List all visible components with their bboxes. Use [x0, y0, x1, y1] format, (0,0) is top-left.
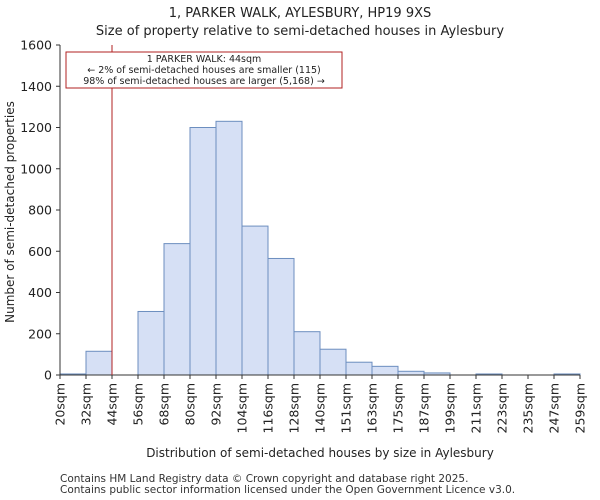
x-tick-label: 80sqm [183, 383, 198, 426]
y-axis-label: Number of semi-detached properties [3, 101, 17, 323]
x-tick-label: 56sqm [131, 383, 146, 426]
annotation-line-3: 98% of semi-detached houses are larger (… [83, 76, 325, 87]
footer-line-1: Contains HM Land Registry data © Crown c… [60, 473, 469, 485]
chart-subtitle: Size of property relative to semi-detach… [95, 24, 505, 39]
annotation-box [65, 51, 343, 89]
x-tick-label: 128sqm [287, 383, 302, 433]
x-tick-label: 104sqm [235, 383, 250, 433]
bar-68sqm [163, 243, 191, 376]
x-tick-label: 259sqm [573, 383, 588, 433]
x-tick-label: 151sqm [339, 383, 354, 433]
marker-group: 1 PARKER WALK: 44sqm← 2% of semi-detache… [65, 45, 343, 375]
bar-80sqm [189, 127, 217, 376]
x-axis-label: Distribution of semi-detached houses by … [146, 446, 494, 460]
bar-92sqm [215, 120, 243, 376]
x-tick-label: 32sqm [79, 383, 94, 426]
annotation-line-1: 1 PARKER WALK: 44sqm [147, 54, 262, 65]
bar-175sqm [397, 370, 425, 376]
y-tick-label: 600 [28, 244, 52, 259]
x-tick-label: 247sqm [547, 383, 562, 433]
bar-140sqm [319, 348, 347, 376]
y-tick-label: 1600 [20, 38, 52, 53]
y-tick-label: 1200 [20, 120, 52, 135]
bar-32sqm [85, 350, 113, 376]
x-tick-label: 235sqm [521, 383, 536, 433]
bar-56sqm [137, 310, 165, 376]
bars-group [59, 120, 581, 376]
y-tick-label: 0 [44, 368, 52, 383]
x-tick-label: 175sqm [391, 383, 406, 433]
bar-163sqm [371, 365, 399, 376]
y-tick-label: 1000 [20, 161, 52, 176]
x-tick-label: 140sqm [313, 383, 328, 433]
x-tick-label: 44sqm [105, 383, 120, 426]
x-tick-label: 187sqm [417, 383, 432, 433]
x-tick-label: 163sqm [365, 383, 380, 433]
x-tick-label: 116sqm [261, 383, 276, 433]
y-tick-label: 1400 [20, 79, 52, 94]
y-tick-label: 400 [28, 285, 52, 300]
bar-104sqm [241, 225, 269, 376]
x-tick-label: 68sqm [157, 383, 172, 426]
bar-128sqm [293, 331, 321, 376]
x-tick-label: 223sqm [495, 383, 510, 433]
x-tick-label: 211sqm [469, 383, 484, 433]
bar-116sqm [267, 257, 295, 376]
y-tick-label: 200 [28, 326, 52, 341]
footer-line-2: Contains public sector information licen… [60, 484, 516, 496]
x-tick-label: 20sqm [53, 383, 68, 426]
chart-title: 1, PARKER WALK, AYLESBURY, HP19 9XS [168, 6, 432, 21]
x-tick-label: 92sqm [209, 383, 224, 426]
bar-151sqm [345, 361, 373, 376]
x-tick-label: 199sqm [443, 383, 458, 433]
y-tick-label: 800 [28, 203, 52, 218]
axes-group: 0 200 400 600 800 1000 1200 1400 1600 20sqm 32sqm 4… [20, 38, 587, 434]
annotation-line-2: ← 2% of semi-detached houses are smaller… [87, 65, 321, 76]
